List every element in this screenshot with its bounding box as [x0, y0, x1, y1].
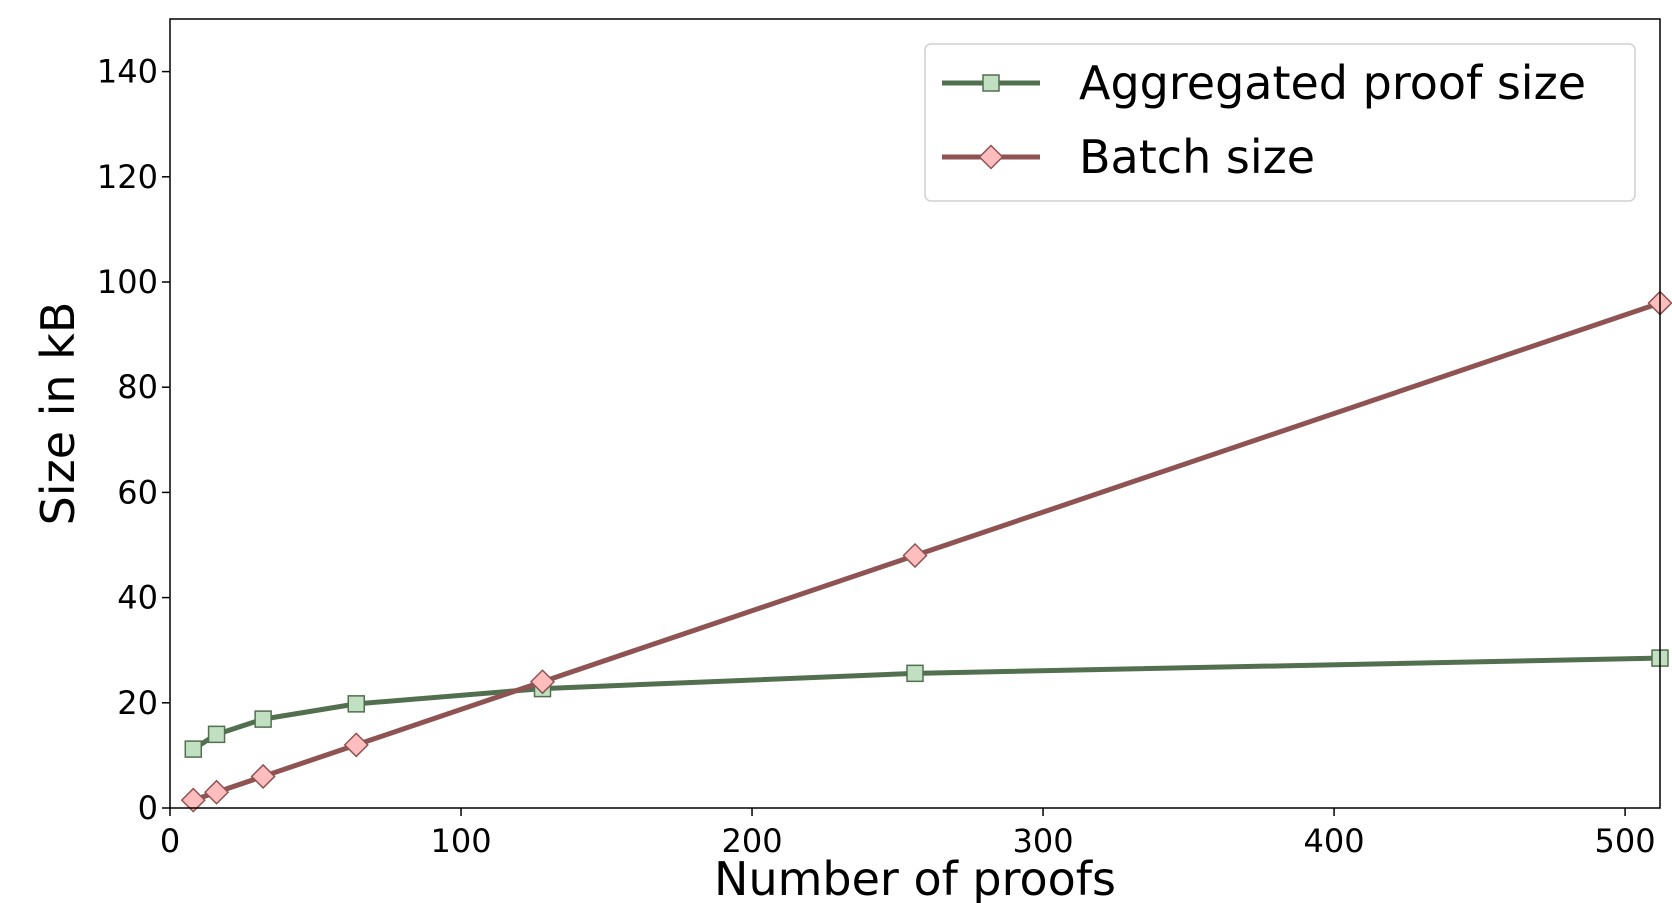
x-tick-label: 0 [160, 822, 180, 860]
y-tick-label: 100 [97, 263, 158, 301]
legend-marker-diamond [978, 144, 1004, 170]
x-tick-label: 500 [1595, 822, 1656, 860]
data-point-square [207, 725, 226, 744]
y-tick-label: 0 [138, 789, 158, 827]
x-tick-label: 400 [1304, 822, 1365, 860]
y-tick-label: 140 [97, 53, 158, 91]
data-point-diamond [343, 732, 369, 758]
legend-box [924, 43, 1636, 202]
x-tick-label: 100 [430, 822, 491, 860]
data-point-diamond [902, 542, 928, 569]
data-point-diamond [204, 779, 230, 805]
series-line [192, 300, 1661, 803]
data-point-square [906, 664, 924, 683]
data-point-diamond [180, 787, 206, 813]
legend-label: Aggregated proof size [1079, 56, 1586, 110]
legend-marker-square [982, 74, 1000, 92]
y-tick-label: 20 [117, 684, 158, 722]
x-axis-title: Number of proofs [714, 852, 1116, 903]
data-point-square [254, 710, 272, 728]
legend-entry: Batch size [942, 130, 1315, 184]
series-batch-size [180, 290, 1672, 813]
y-tick-label: 40 [117, 579, 158, 617]
y-tick-label: 60 [117, 473, 158, 511]
data-point-square [184, 740, 203, 758]
series-group [180, 290, 1672, 813]
x-tick-label: 200 [721, 822, 782, 860]
legend: Aggregated proof size Batch size [924, 43, 1636, 202]
y-axis-title: Size in kB [31, 302, 85, 526]
x-tick-label: 300 [1013, 822, 1074, 860]
legend-label: Batch size [1079, 130, 1315, 184]
data-point-diamond [250, 763, 276, 790]
data-point-square [347, 695, 365, 713]
axis-ticks: 0 100 200 300 400 500 0 20 40 60 80 100 120 140 [97, 53, 1656, 860]
y-tick-label: 120 [97, 158, 158, 196]
series-aggregated-proof-size [184, 649, 1669, 758]
legend-entry: Aggregated proof size [942, 56, 1586, 110]
series-line [191, 655, 1661, 752]
y-tick-label: 80 [117, 368, 158, 406]
data-point-diamond [529, 669, 556, 695]
plot-area-frame [169, 18, 1661, 809]
